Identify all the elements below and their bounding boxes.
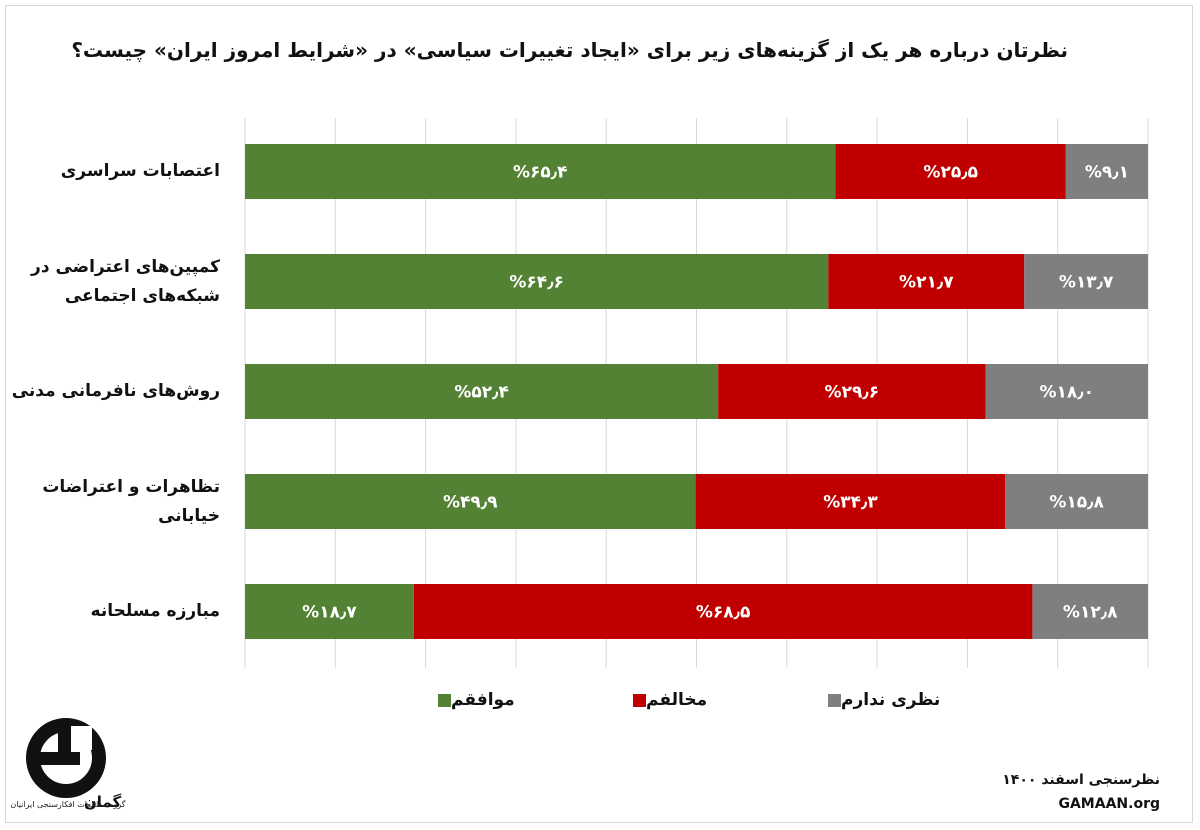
category-label-line: اعتصابات سراسری: [60, 161, 220, 181]
legend-swatch-disagree: [633, 693, 646, 707]
data-label-no-opinion-5: %۱۲٫۸: [1063, 603, 1118, 623]
legend-swatch-agree: [438, 693, 451, 707]
category-label-4: تظاهرات و اعتراضات خیابانی: [0, 473, 220, 531]
data-label-no-opinion-1: %۹٫۱: [1085, 163, 1129, 183]
source-note: نظرسنجی اسفند ۱۴۰۰ GAMAAN.org: [1002, 768, 1160, 816]
category-label-line: کمپین‌های اعتراضی در: [31, 256, 220, 277]
legend-item-agree: موافقم: [430, 690, 515, 710]
category-label-line: روش‌های نافرمانی مدنی: [11, 381, 220, 401]
data-label-disagree-2: %۲۱٫۷: [899, 273, 954, 293]
category-label-1: اعتصابات سراسری: [0, 157, 220, 186]
bars: [245, 144, 1148, 639]
data-label-disagree-3: %۲۹٫۶: [825, 383, 880, 403]
data-label-no-opinion-2: %۱۳٫۷: [1059, 273, 1114, 293]
data-label-agree-4: %۴۹٫۹: [443, 493, 498, 513]
chart-frame: [5, 5, 1193, 823]
data-label-agree-2: %۶۴٫۶: [509, 273, 564, 293]
data-label-no-opinion-3: %۱۸٫۰: [1039, 383, 1094, 403]
category-label-line: مبارزه مسلحانه: [90, 601, 220, 621]
logo-text: گمان: [84, 793, 121, 811]
bar-no-opinion-2: [1024, 254, 1148, 309]
data-label-agree-1: %۶۵٫۴: [513, 163, 568, 183]
category-label-3: روش‌های نافرمانی مدنی: [0, 377, 220, 406]
bar-agree-5: [245, 584, 414, 639]
legend: نظری ندارم مخالفم موافقم: [0, 690, 1200, 720]
data-label-agree-3: %۵۲٫۴: [454, 383, 509, 403]
bar-no-opinion-3: [985, 364, 1148, 419]
website-url: GAMAAN.org: [1058, 796, 1160, 812]
bar-no-opinion-5: [1032, 584, 1148, 639]
bar-disagree-4: [695, 474, 1006, 529]
bar-agree-3: [245, 364, 719, 419]
bar-agree-4: [245, 474, 696, 529]
bar-disagree-2: [828, 254, 1025, 309]
data-label-agree-5: %۱۸٫۷: [302, 603, 357, 623]
category-label-line: خیابانی: [158, 505, 220, 526]
legend-label-no-opinion: نظری ندارم: [841, 690, 941, 710]
bar-disagree-5: [413, 584, 1033, 639]
bar-disagree-1: [835, 144, 1066, 199]
gamaan-logo: گمان: [26, 718, 121, 811]
data-label-no-opinion-4: %۱۵٫۸: [1049, 493, 1104, 513]
logo-caption: گروه مطالعات افکارسنجی ایرانیان: [10, 800, 126, 809]
category-label-5: مبارزه مسلحانه: [0, 597, 220, 626]
survey-date: نظرسنجی اسفند ۱۴۰۰: [1002, 772, 1160, 788]
category-label-2: کمپین‌های اعتراضی در شبکه‌های اجتماعی: [0, 253, 220, 311]
legend-label-agree: موافقم: [451, 690, 515, 710]
data-label-disagree-5: %۶۸٫۵: [696, 603, 751, 623]
legend-label-disagree: مخالفم: [646, 690, 708, 710]
category-label-line: تظاهرات و اعتراضات: [42, 476, 220, 497]
bar-disagree-3: [718, 364, 986, 419]
data-label-disagree-1: %۲۵٫۵: [923, 163, 978, 183]
bar-no-opinion-1: [1065, 144, 1148, 199]
legend-item-disagree: مخالفم: [625, 690, 707, 710]
category-label-line: شبکه‌های اجتماعی: [64, 285, 220, 306]
legend-item-no-opinion: نظری ندارم: [820, 690, 940, 710]
data-label-disagree-4: %۳۴٫۳: [823, 493, 878, 513]
chart-title: نظرتان درباره هر یک از گزینه‌های زیر برا…: [71, 38, 1068, 62]
bar-labels: %۶۵٫۴ %۲۵٫۵ %۹٫۱ %۶۴٫۶ %۲۱٫۷ %۱۳٫۷ %۵۲٫۴ %۲۹٫۶%…: [302, 163, 1129, 623]
bar-no-opinion-4: [1005, 474, 1148, 529]
bar-agree-2: [245, 254, 829, 309]
legend-swatch-no-opinion: [828, 693, 841, 707]
bar-agree-1: [245, 144, 836, 199]
